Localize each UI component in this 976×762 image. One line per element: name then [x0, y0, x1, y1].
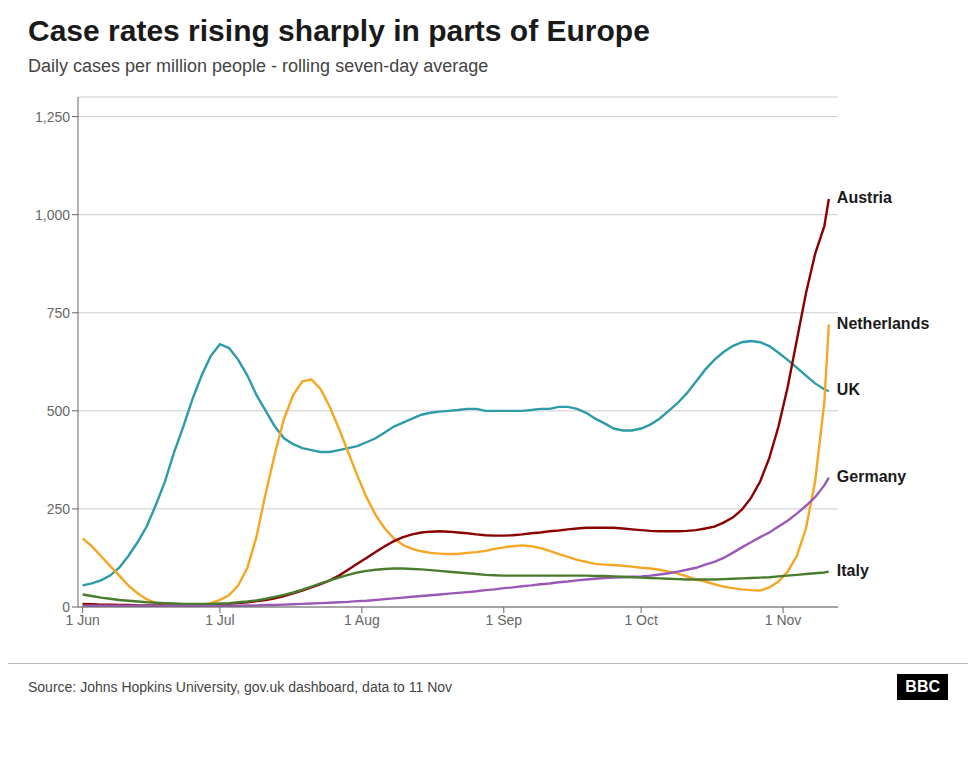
html-text:Case rates rising sharply in p: Case rates rising sharply in parts of Eu…	[28, 14, 650, 47]
svg-text:1 Sep: 1 Sep	[485, 612, 522, 628]
svg-text:1 Oct: 1 Oct	[624, 612, 658, 628]
svg-text:500: 500	[47, 403, 71, 419]
html-text:BBC: BBC	[905, 678, 940, 695]
svg-text:Austria: Austria	[837, 189, 892, 206]
html-text:Source: Johns Hopkins Universi: Source: Johns Hopkins University, gov.uk…	[28, 679, 453, 695]
svg-text:250: 250	[47, 501, 71, 517]
svg-text:Netherlands: Netherlands	[837, 315, 930, 332]
svg-text:1,000: 1,000	[35, 207, 70, 223]
svg-text:1 Nov: 1 Nov	[765, 612, 802, 628]
svg-text:1 Jun: 1 Jun	[65, 612, 99, 628]
svg-text:1 Jul: 1 Jul	[205, 612, 235, 628]
svg-text:1 Aug: 1 Aug	[344, 612, 380, 628]
svg-text:1,250: 1,250	[35, 109, 70, 125]
svg-text:Germany: Germany	[837, 468, 906, 485]
html-text:Daily cases per million people: Daily cases per million people - rolling…	[28, 56, 489, 76]
svg-text:Italy: Italy	[837, 562, 869, 579]
svg-text:0: 0	[62, 599, 70, 615]
svg-text:UK: UK	[837, 381, 861, 398]
svg-text:750: 750	[47, 305, 71, 321]
